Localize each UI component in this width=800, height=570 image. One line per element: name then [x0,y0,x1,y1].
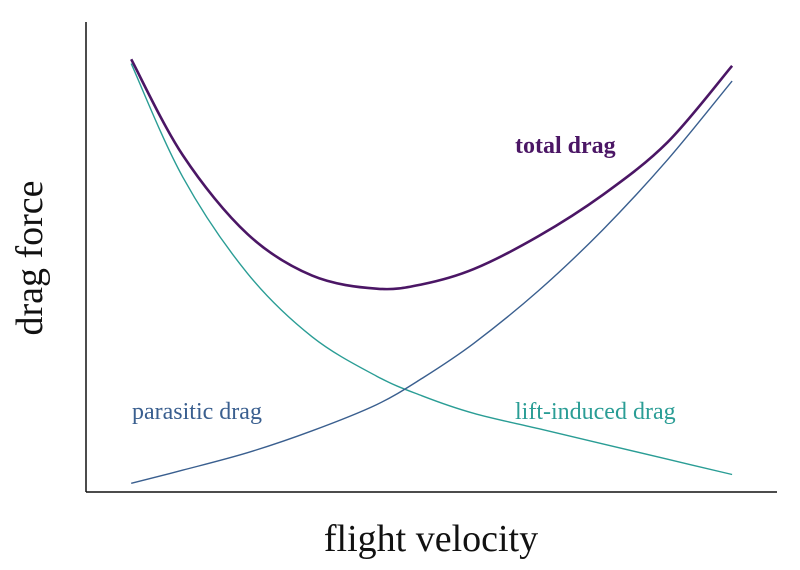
series-layer [130,58,734,484]
series-line-parasitic-drag [131,80,733,484]
annotation-total-drag: total drag [515,133,616,159]
series-line-total-drag [130,58,734,291]
x-axis-label: flight velocity [324,518,538,560]
y-axis-label: drag force [9,180,51,335]
annotation-parasitic-drag: parasitic drag [132,399,262,425]
annotation-lift-induced-drag: lift-induced drag [515,399,676,425]
series-line-lift-induced-drag [130,63,733,476]
